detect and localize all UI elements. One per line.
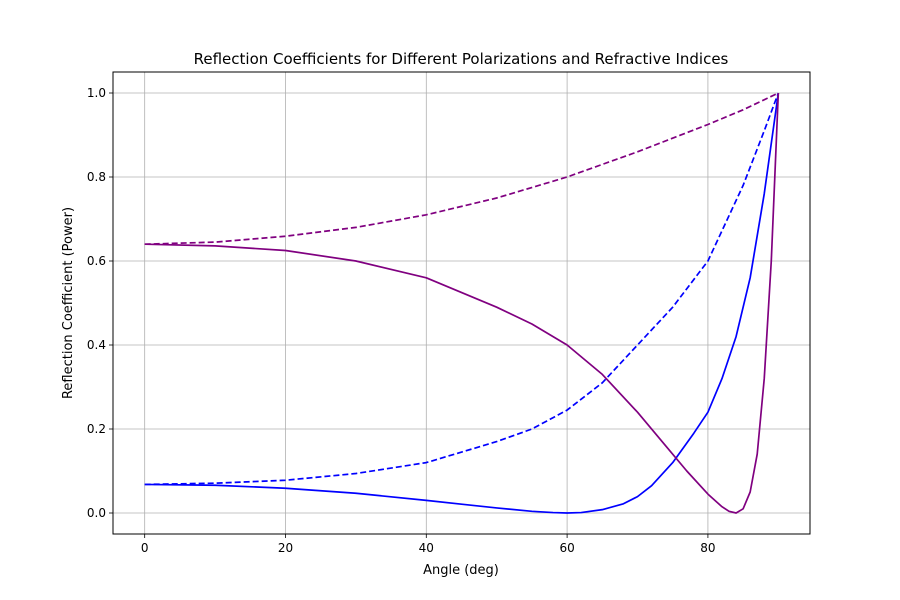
y-axis-ticks: 0.0 0.2 0.4 0.6 0.8 1.0 <box>87 86 113 520</box>
grid-lines <box>113 72 810 534</box>
x-tick-label: 60 <box>559 541 574 555</box>
x-tick-label: 40 <box>419 541 434 555</box>
series-group <box>144 92 780 514</box>
y-tick-label: 1.0 <box>87 86 106 100</box>
plot-area <box>112 71 811 535</box>
series-line-1 <box>144 92 780 514</box>
x-tick-label: 20 <box>278 541 293 555</box>
x-axis-label: Angle (deg) <box>423 563 499 578</box>
x-axis-ticks: 0 20 40 60 80 <box>141 534 716 555</box>
chart-title: Reflection Coefficients for Different Po… <box>194 50 729 68</box>
series-line-3 <box>144 92 780 514</box>
y-tick-label: 0.4 <box>87 338 106 352</box>
x-tick-label: 80 <box>700 541 715 555</box>
y-tick-label: 0.8 <box>87 170 106 184</box>
series-line-2 <box>144 92 780 486</box>
x-tick-label: 0 <box>141 541 149 555</box>
y-axis-label: Reflection Coefficient (Power) <box>61 207 76 399</box>
series-line-4 <box>144 92 779 246</box>
y-tick-label: 0.0 <box>87 506 106 520</box>
plot-frame <box>112 71 811 535</box>
y-tick-label: 0.6 <box>87 254 106 268</box>
y-tick-label: 0.2 <box>87 422 106 436</box>
